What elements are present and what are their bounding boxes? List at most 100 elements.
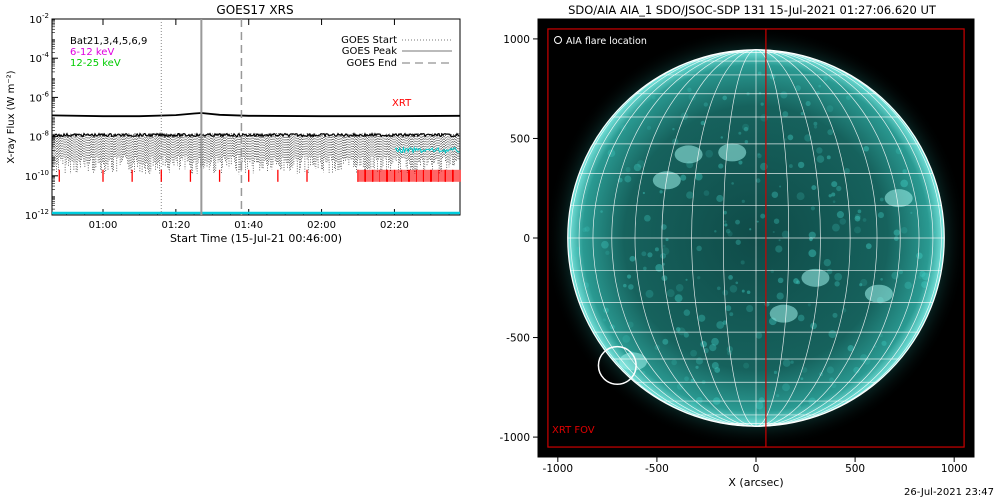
solar-speckle bbox=[757, 414, 762, 419]
longitude-line bbox=[755, 49, 851, 427]
solar-speckle bbox=[727, 231, 733, 237]
solar-speckle bbox=[779, 185, 782, 188]
solar-speckle bbox=[797, 161, 805, 169]
solar-speckle bbox=[738, 160, 743, 165]
solar-speckle bbox=[831, 382, 837, 389]
solar-speckle bbox=[773, 218, 780, 224]
solar-speckle bbox=[661, 275, 668, 282]
aia-x-label: X (arcsec) bbox=[728, 476, 783, 489]
solar-speckle bbox=[690, 378, 695, 383]
solar-speckle bbox=[665, 238, 669, 242]
solar-speckle bbox=[801, 367, 808, 373]
solar-speckle bbox=[826, 366, 834, 374]
legend-channel-6-12kev: 6-12 keV bbox=[70, 47, 114, 58]
solar-speckle bbox=[760, 113, 769, 122]
solar-speckle bbox=[902, 169, 907, 174]
solar-speckle bbox=[601, 240, 609, 249]
solar-speckle bbox=[700, 120, 706, 126]
solar-speckle bbox=[844, 168, 850, 174]
solar-speckle bbox=[933, 231, 937, 234]
solar-speckle bbox=[834, 281, 840, 287]
solar-speckle bbox=[623, 283, 627, 288]
solar-speckle bbox=[718, 163, 724, 169]
aia-x-tick-label: 500 bbox=[845, 463, 865, 475]
solar-speckle bbox=[808, 231, 816, 239]
active-region bbox=[769, 304, 798, 323]
series-6-12kev-line bbox=[52, 132, 460, 138]
solar-speckle bbox=[818, 84, 822, 88]
solar-speckle bbox=[731, 182, 734, 185]
solar-speckle bbox=[757, 71, 762, 75]
solar-speckle bbox=[797, 314, 805, 322]
solar-speckle bbox=[757, 152, 760, 156]
solar-speckle bbox=[775, 245, 783, 253]
aia-y-tick-label: 500 bbox=[510, 133, 530, 145]
solar-speckle bbox=[862, 218, 867, 222]
longitude-line bbox=[611, 49, 757, 427]
solar-speckle bbox=[716, 194, 724, 203]
solar-speckle bbox=[628, 284, 634, 290]
aia-x-tick-label: -500 bbox=[645, 463, 669, 475]
solar-speckle bbox=[880, 278, 883, 281]
solar-speckle bbox=[810, 206, 815, 211]
solar-speckle bbox=[724, 223, 728, 227]
solar-speckle bbox=[695, 365, 699, 369]
goes-y-label: X-ray Flux (W m⁻²) bbox=[6, 70, 17, 163]
solar-speckle bbox=[725, 228, 731, 234]
solar-speckle bbox=[863, 145, 870, 152]
solar-speckle bbox=[800, 377, 804, 381]
solar-speckle bbox=[641, 251, 647, 257]
limb-circle bbox=[567, 49, 945, 427]
solar-speckle bbox=[904, 281, 912, 290]
solar-speckle bbox=[722, 320, 728, 325]
solar-speckle bbox=[654, 247, 659, 252]
xrt-fov-label: XRT FOV bbox=[552, 425, 595, 436]
solar-speckle bbox=[705, 149, 714, 158]
active-region bbox=[884, 189, 913, 208]
solar-speckle bbox=[666, 289, 675, 298]
solar-speckle bbox=[810, 322, 817, 330]
solar-speckle bbox=[743, 362, 750, 369]
solar-speckle bbox=[921, 281, 928, 288]
longitude-line bbox=[722, 49, 757, 427]
solar-speckle bbox=[625, 167, 631, 173]
goes-x-label: Start Time (15-Jul-21 00:46:00) bbox=[170, 232, 342, 245]
solar-speckle bbox=[677, 327, 686, 336]
solar-speckle bbox=[772, 230, 775, 234]
solar-speckle bbox=[857, 209, 862, 214]
solar-speckle bbox=[919, 270, 926, 278]
aia-image-panel: SDO/AIA AIA_1 SDO/JSOC-SDP 131 15-Jul-20… bbox=[499, 3, 975, 489]
solar-speckle bbox=[642, 191, 645, 195]
solar-speckle bbox=[823, 258, 831, 267]
solar-speckle bbox=[816, 147, 823, 154]
solar-speckle bbox=[661, 247, 670, 256]
solar-speckle bbox=[584, 226, 590, 232]
y-tick-label: 10-2 bbox=[29, 12, 49, 26]
solar-speckle bbox=[645, 289, 654, 298]
x-tick-label: 01:20 bbox=[161, 220, 190, 231]
solar-speckle bbox=[808, 249, 817, 258]
goes-event-markers bbox=[160, 19, 243, 215]
solar-speckle bbox=[879, 197, 884, 202]
solar-speckle bbox=[661, 224, 667, 230]
solar-speckle bbox=[878, 111, 882, 115]
solar-speckle bbox=[900, 179, 909, 188]
solar-speckle bbox=[741, 289, 745, 293]
solar-speckle bbox=[832, 223, 840, 232]
solar-speckle bbox=[660, 253, 666, 259]
solar-speckle bbox=[793, 278, 799, 284]
solar-speckle bbox=[633, 163, 642, 172]
solar-speckle bbox=[680, 174, 687, 181]
solar-speckle bbox=[831, 192, 836, 197]
aia-title: SDO/AIA AIA_1 SDO/JSOC-SDP 131 15-Jul-20… bbox=[568, 3, 937, 17]
y-tick-label: 10-4 bbox=[29, 51, 49, 65]
solar-speckle bbox=[662, 338, 669, 345]
solar-speckle bbox=[854, 226, 861, 234]
solar-speckle bbox=[724, 220, 727, 223]
solar-speckle bbox=[784, 138, 787, 141]
solar-speckle bbox=[697, 276, 701, 280]
heliographic-grid bbox=[567, 49, 945, 427]
aia-overlays bbox=[547, 28, 965, 448]
solar-speckle bbox=[781, 230, 790, 239]
solar-speckle bbox=[910, 211, 913, 214]
